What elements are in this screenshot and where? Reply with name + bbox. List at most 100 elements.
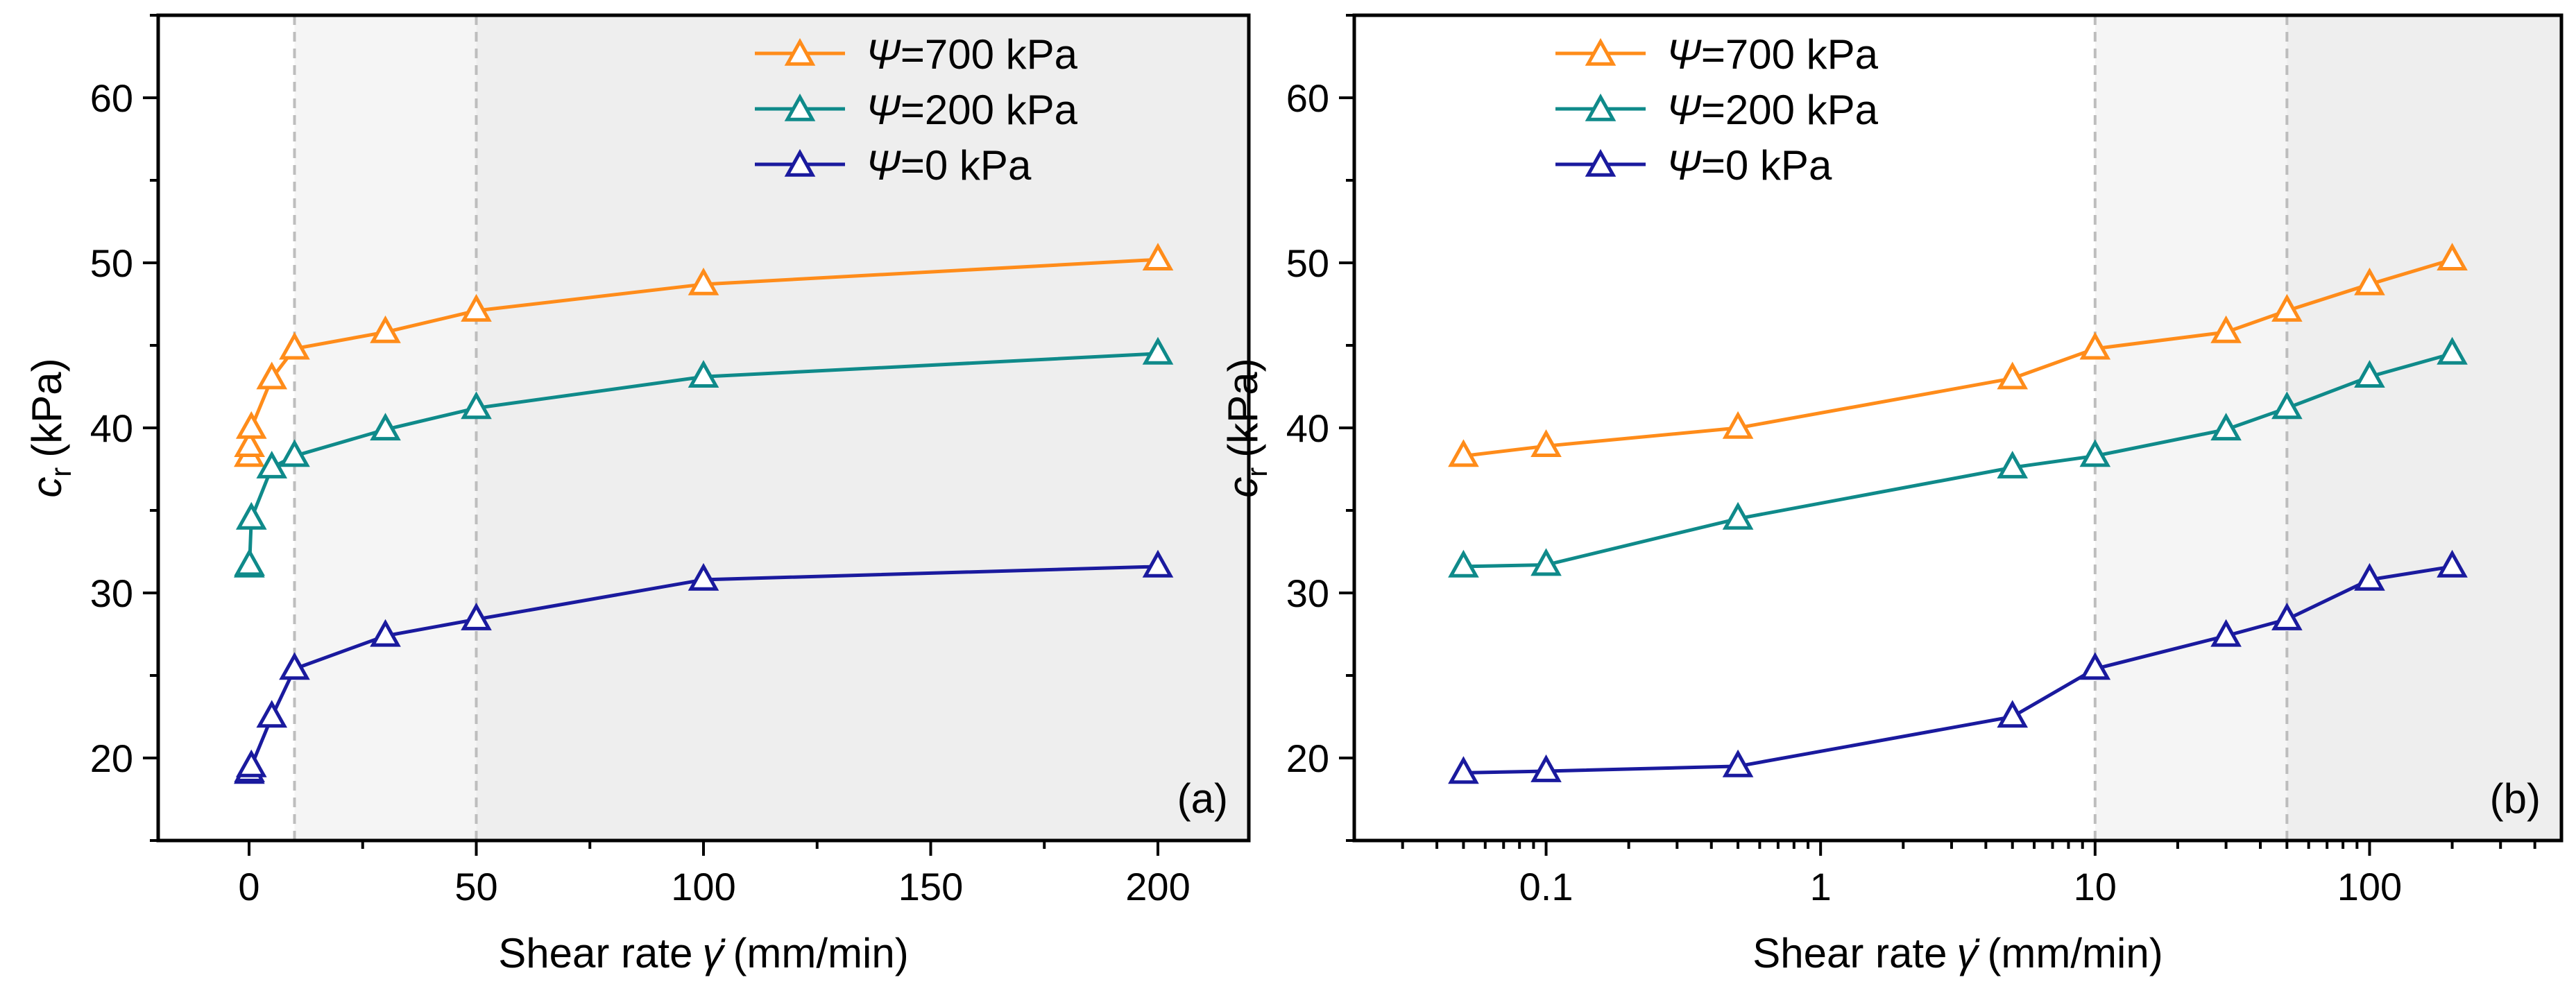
data-point <box>2271 293 2303 322</box>
data-point <box>235 501 267 530</box>
data-point <box>461 293 492 322</box>
data-point <box>2271 602 2303 630</box>
legend-value: =200 kPa <box>901 87 1078 133</box>
data-point <box>1530 548 1562 576</box>
y-tick-label: 40 <box>1286 406 1329 450</box>
data-point <box>2354 562 2385 591</box>
y-axis-title-unit: (kPa) <box>24 358 70 457</box>
legend-label: Ψ=700 kPa <box>1666 31 1879 78</box>
data-point <box>370 413 401 441</box>
y-tick-label: 30 <box>90 571 133 615</box>
legend-symbol: Ψ <box>1666 142 1702 189</box>
y-tick-label: 50 <box>90 241 133 285</box>
x-tick-label: 0 <box>238 865 259 908</box>
x-axis-title-unit: (mm/min) <box>733 930 908 976</box>
data-point <box>2210 619 2242 647</box>
data-point <box>2354 360 2385 388</box>
y-tick-label: 20 <box>90 736 133 780</box>
legend-symbol: Ψ <box>866 31 901 78</box>
data-point <box>234 548 265 576</box>
y-axis-title: cr (kPa) <box>24 358 77 497</box>
legend-value: =0 kPa <box>901 142 1032 189</box>
data-point <box>1997 361 2029 390</box>
data-point <box>1722 749 1754 777</box>
legend-marker <box>1585 148 1617 177</box>
data-point <box>370 315 401 343</box>
data-point <box>2210 315 2242 343</box>
x-tick-label: 1 <box>1810 865 1832 908</box>
y-axis-title-symbol: c <box>24 477 70 498</box>
legend-marker <box>1585 37 1617 66</box>
data-point <box>235 411 267 439</box>
legend-label: Ψ=0 kPa <box>1666 142 1832 189</box>
x-tick-label: 50 <box>454 865 497 908</box>
data-point <box>1530 754 1562 782</box>
legend-symbol: Ψ <box>866 87 901 133</box>
data-point <box>688 562 719 591</box>
data-point <box>1142 549 1174 578</box>
x-axis-title-unit: (mm/min) <box>1987 930 2163 976</box>
data-point <box>461 391 492 420</box>
y-axis-title-symbol: c <box>1220 477 1266 498</box>
y-axis-title: cr (kPa) <box>1220 358 1273 497</box>
data-point <box>2437 549 2468 578</box>
data-point <box>2079 331 2111 360</box>
x-axis-title-symbol: γ̇ <box>1956 930 1980 976</box>
x-axis-title-text: Shear rate <box>498 930 692 976</box>
data-point <box>1997 700 2029 728</box>
x-tick-label: 100 <box>2337 865 2402 908</box>
legend-marker <box>784 37 816 66</box>
panel-label: (b) <box>2490 775 2541 822</box>
legend-value: =0 kPa <box>1701 142 1832 189</box>
data-point <box>279 652 310 680</box>
legend-label: Ψ=200 kPa <box>866 87 1078 133</box>
data-point <box>688 360 719 388</box>
y-tick-label: 30 <box>1286 571 1329 615</box>
data-point <box>1448 549 1479 578</box>
data-point <box>2354 267 2385 295</box>
legend-marker <box>1585 93 1617 121</box>
x-axis-title: Shear rate γ̇ (mm/min) <box>1752 930 2163 976</box>
y-axis-title-unit: (kPa) <box>1220 358 1266 457</box>
y-tick-label: 60 <box>90 76 133 120</box>
data-point <box>1722 411 1754 439</box>
shaded-region-2 <box>476 15 1249 841</box>
data-point <box>1142 336 1174 365</box>
data-point <box>256 700 288 728</box>
legend-value: =700 kPa <box>1701 31 1879 78</box>
legend-symbol: Ψ <box>1666 87 1702 133</box>
data-point <box>235 749 267 777</box>
legend-marker <box>784 148 816 177</box>
plot-frame <box>156 13 1251 843</box>
legend-marker <box>784 93 816 121</box>
data-point <box>1142 243 1174 271</box>
x-tick-label: 150 <box>898 865 963 908</box>
x-tick-label: 200 <box>1125 865 1190 908</box>
y-tick-label: 20 <box>1286 736 1329 780</box>
data-point <box>2079 652 2111 680</box>
data-point <box>1448 756 1479 784</box>
legend-value: =700 kPa <box>901 31 1078 78</box>
y-axis-title-subscript: r <box>44 467 77 477</box>
legend-value: =200 kPa <box>1701 87 1879 133</box>
data-point <box>279 439 310 467</box>
panel-label: (a) <box>1177 775 1228 822</box>
shaded-region-1 <box>2095 15 2287 841</box>
data-point <box>2210 413 2242 441</box>
data-point <box>256 361 288 390</box>
data-point <box>256 450 288 479</box>
x-axis-title: Shear rate γ̇ (mm/min) <box>498 930 908 976</box>
legend-label: Ψ=0 kPa <box>866 142 1032 189</box>
shaded-region-2 <box>2287 15 2561 841</box>
legend-label: Ψ=200 kPa <box>1666 87 1879 133</box>
legend-symbol: Ψ <box>866 142 901 189</box>
data-point <box>1997 450 2029 479</box>
data-point <box>370 619 401 647</box>
x-axis-title-symbol: γ̇ <box>702 930 726 976</box>
y-tick-label: 60 <box>1286 76 1329 120</box>
y-axis-title-subscript: r <box>1240 467 1273 477</box>
legend-symbol: Ψ <box>1666 31 1702 78</box>
